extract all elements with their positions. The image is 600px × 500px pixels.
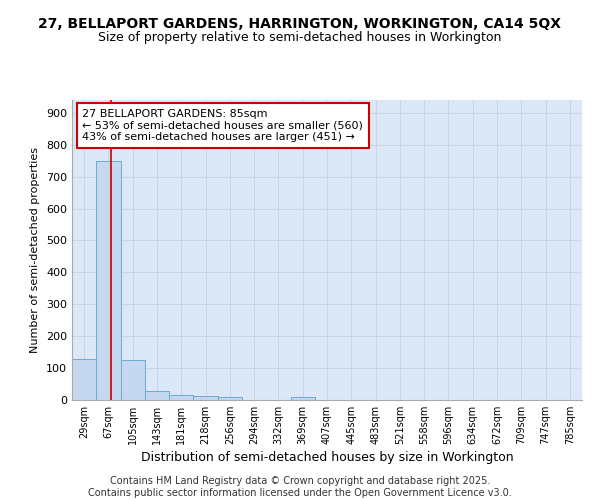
Bar — [96, 160, 121, 400]
Bar — [193, 396, 218, 400]
Bar — [169, 395, 193, 400]
Bar — [72, 358, 96, 400]
Text: Size of property relative to semi-detached houses in Workington: Size of property relative to semi-detach… — [98, 31, 502, 44]
Bar — [290, 398, 315, 400]
Text: Contains HM Land Registry data © Crown copyright and database right 2025.
Contai: Contains HM Land Registry data © Crown c… — [88, 476, 512, 498]
Bar — [145, 391, 169, 400]
Bar — [121, 360, 145, 400]
X-axis label: Distribution of semi-detached houses by size in Workington: Distribution of semi-detached houses by … — [140, 451, 514, 464]
Y-axis label: Number of semi-detached properties: Number of semi-detached properties — [31, 147, 40, 353]
Text: 27 BELLAPORT GARDENS: 85sqm
← 53% of semi-detached houses are smaller (560)
43% : 27 BELLAPORT GARDENS: 85sqm ← 53% of sem… — [82, 109, 363, 142]
Bar — [218, 398, 242, 400]
Text: 27, BELLAPORT GARDENS, HARRINGTON, WORKINGTON, CA14 5QX: 27, BELLAPORT GARDENS, HARRINGTON, WORKI… — [38, 18, 562, 32]
